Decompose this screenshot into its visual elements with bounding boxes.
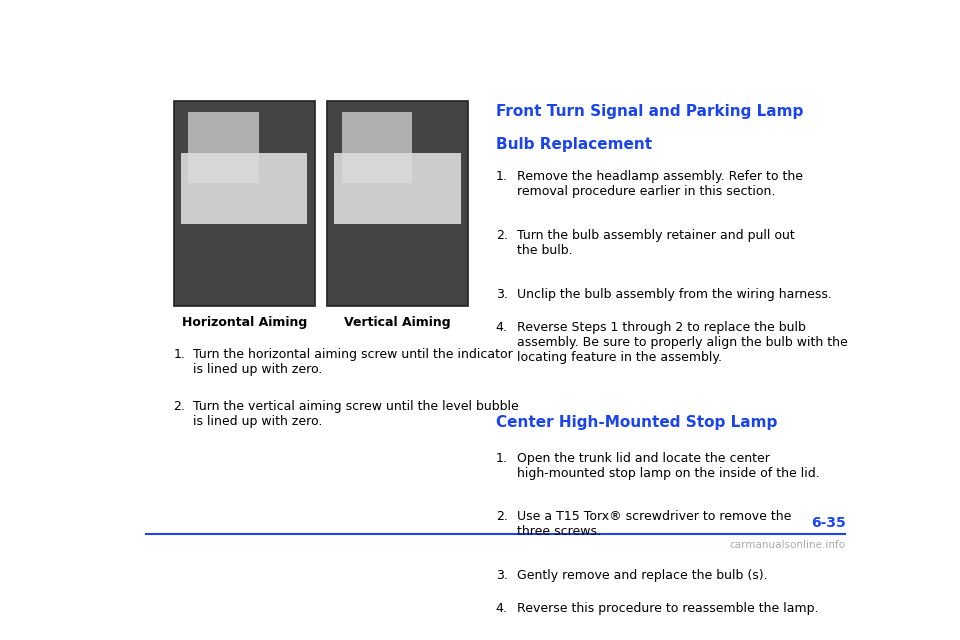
Text: Unclip the bulb assembly from the wiring harness.: Unclip the bulb assembly from the wiring… [516,288,831,301]
Text: 4.: 4. [495,321,508,333]
Bar [188,111,259,183]
Text: Open the trunk lid and locate the center
high-mounted stop lamp on the inside of: Open the trunk lid and locate the center… [516,452,819,480]
Text: 2.: 2. [495,229,508,242]
Text: Horizontal Aiming: Horizontal Aiming [181,316,307,329]
Bar [334,152,461,224]
Bar [342,111,413,183]
Text: 2.: 2. [174,399,185,413]
Bar [181,152,307,224]
Text: Gently remove and replace the bulb (s).: Gently remove and replace the bulb (s). [516,569,767,582]
Text: 6-35: 6-35 [810,516,846,530]
Text: 3.: 3. [495,569,508,582]
Text: Bulb Replacement: Bulb Replacement [495,138,652,152]
Text: Reverse this procedure to reassemble the lamp.: Reverse this procedure to reassemble the… [516,602,818,615]
Bar [174,102,315,306]
Bar [326,102,468,306]
Text: carmanualsonline.info: carmanualsonline.info [730,540,846,550]
Text: 3.: 3. [495,288,508,301]
Text: 1.: 1. [174,348,185,361]
Text: 4.: 4. [495,602,508,615]
Text: Front Turn Signal and Parking Lamp: Front Turn Signal and Parking Lamp [495,104,804,119]
Text: Vertical Aiming: Vertical Aiming [345,316,451,329]
Text: Turn the horizontal aiming screw until the indicator
is lined up with zero.: Turn the horizontal aiming screw until t… [193,348,513,376]
Text: Center High-Mounted Stop Lamp: Center High-Mounted Stop Lamp [495,415,777,430]
Text: Turn the bulb assembly retainer and pull out
the bulb.: Turn the bulb assembly retainer and pull… [516,229,794,257]
Text: Turn the vertical aiming screw until the level bubble
is lined up with zero.: Turn the vertical aiming screw until the… [193,399,518,428]
Text: 2.: 2. [495,511,508,524]
Text: 1.: 1. [495,170,508,184]
Text: 1.: 1. [495,452,508,465]
Text: Reverse Steps 1 through 2 to replace the bulb
assembly. Be sure to properly alig: Reverse Steps 1 through 2 to replace the… [516,321,848,364]
Text: Remove the headlamp assembly. Refer to the
removal procedure earlier in this sec: Remove the headlamp assembly. Refer to t… [516,170,803,198]
Text: Use a T15 Torx® screwdriver to remove the
three screws.: Use a T15 Torx® screwdriver to remove th… [516,511,791,538]
